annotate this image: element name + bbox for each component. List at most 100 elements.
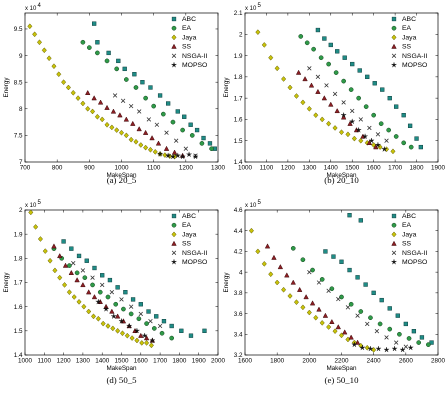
data-point	[104, 58, 110, 64]
y-tick-label: 1.5	[14, 328, 23, 335]
y-exponent-power: 5	[258, 3, 262, 9]
data-point	[368, 315, 373, 321]
data-point	[319, 320, 325, 326]
x-tick-label: 1900	[431, 165, 446, 172]
data-point	[379, 297, 384, 303]
data-point	[194, 127, 200, 133]
data-point	[36, 39, 43, 46]
data-point	[315, 74, 321, 80]
data-point	[170, 153, 176, 159]
data-point	[179, 328, 184, 333]
data-point	[248, 227, 254, 234]
data-point	[319, 116, 325, 123]
legend-label: NSGA-II	[182, 53, 207, 60]
y-tick-label: 4.4	[234, 228, 243, 235]
data-point	[175, 152, 181, 158]
legend-label: SS	[402, 44, 412, 51]
data-point	[429, 340, 434, 345]
data-point	[316, 306, 322, 312]
x-axis-label: MakeSpan	[326, 365, 357, 372]
legend-label: ABC	[182, 213, 196, 220]
data-point	[365, 321, 370, 327]
data-points	[248, 213, 434, 353]
data-point	[295, 69, 302, 75]
y-exponent-label: x 10	[245, 203, 257, 209]
data-point	[136, 316, 142, 322]
data-point	[328, 101, 334, 107]
y-exponent-power: 5	[38, 200, 42, 206]
x-tick-label: 1600	[367, 165, 382, 172]
legend-label: EA	[182, 222, 192, 229]
data-point	[341, 112, 347, 118]
y-axis-label: Energy	[3, 272, 10, 293]
data-point	[149, 135, 155, 141]
data-point	[408, 345, 414, 351]
data-point	[69, 246, 74, 251]
data-point	[348, 334, 354, 340]
plot-frame	[244, 12, 439, 163]
data-point	[188, 333, 194, 338]
y-axis-label: Energy	[223, 272, 230, 293]
data-point	[296, 286, 303, 292]
data-point	[110, 325, 116, 332]
panel-caption: (b) 20_10	[324, 175, 359, 185]
legend: ABC EA Jaya SS NSGA-II MOPSO	[391, 213, 427, 266]
legend-label: EA	[402, 222, 412, 229]
data-point	[133, 138, 139, 145]
data-point	[303, 294, 309, 300]
x-tick-label: 1300	[302, 165, 317, 172]
data-point	[347, 213, 352, 218]
legend-label: MOPSO	[182, 259, 207, 266]
data-point	[122, 66, 127, 72]
data-point	[277, 264, 284, 270]
data-point	[95, 50, 100, 56]
data-point	[171, 259, 177, 265]
data-point	[85, 105, 91, 112]
y-tick-label: 1.6	[234, 117, 243, 124]
y-tick-label: 1.9	[234, 53, 243, 60]
data-point	[339, 259, 344, 264]
data-point	[81, 303, 87, 310]
data-point	[110, 108, 117, 114]
data-point	[403, 321, 408, 327]
data-point	[103, 306, 109, 312]
data-point	[350, 108, 355, 114]
data-point	[144, 321, 149, 326]
data-point	[133, 85, 139, 90]
data-point	[82, 275, 88, 281]
y-tick-label: 1.8	[14, 256, 23, 263]
data-point	[281, 286, 287, 293]
data-point	[188, 122, 193, 127]
data-point	[391, 34, 397, 41]
data-point	[386, 127, 392, 133]
data-point	[46, 55, 52, 62]
data-point	[118, 129, 125, 136]
data-point	[66, 289, 72, 296]
data-point	[391, 259, 397, 265]
data-point	[416, 340, 422, 345]
data-point	[391, 25, 397, 31]
data-point	[85, 89, 91, 95]
data-point	[171, 222, 177, 228]
data-point	[94, 113, 100, 120]
data-point	[319, 277, 325, 282]
data-point	[356, 127, 362, 133]
y-tick-label: 1.7	[14, 280, 23, 287]
data-point	[189, 133, 195, 138]
data-point	[322, 312, 329, 318]
data-point	[394, 340, 399, 345]
legend-label: SS	[182, 44, 192, 51]
data-point	[293, 299, 300, 306]
data-point	[91, 95, 97, 101]
data-point	[281, 76, 287, 82]
data-point	[61, 79, 67, 86]
plot-frame	[24, 12, 219, 163]
data-point	[298, 34, 304, 39]
data-point	[255, 248, 261, 255]
data-point	[138, 332, 144, 338]
data-point	[261, 260, 267, 267]
data-point	[130, 297, 136, 302]
data-point	[339, 294, 344, 300]
data-point	[105, 294, 111, 300]
data-point	[351, 135, 357, 142]
